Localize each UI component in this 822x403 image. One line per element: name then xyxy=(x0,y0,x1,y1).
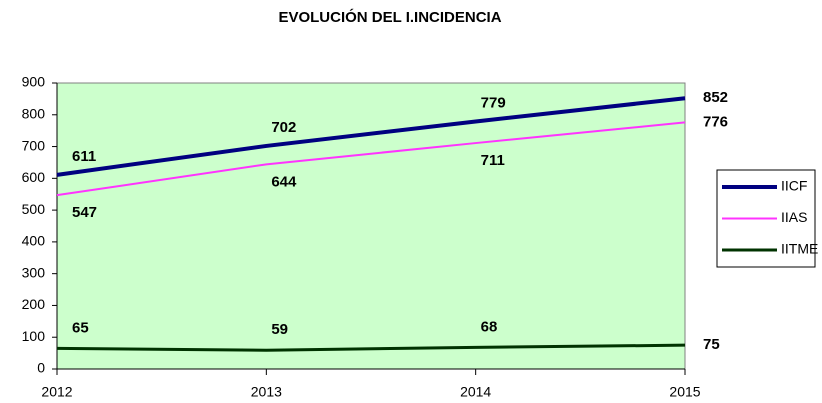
y-tick-label: 300 xyxy=(22,264,46,280)
y-tick-label: 800 xyxy=(22,105,46,121)
y-tick-label: 200 xyxy=(22,296,46,312)
x-tick-label: 2014 xyxy=(460,384,491,400)
plot-area xyxy=(56,82,686,370)
data-label: 65 xyxy=(72,319,89,336)
data-label: 702 xyxy=(271,119,296,136)
y-tick-label: 700 xyxy=(22,137,46,153)
y-tick-label: 100 xyxy=(22,328,46,344)
series-line xyxy=(56,121,686,197)
data-label: 779 xyxy=(481,94,506,111)
legend-label: IIAS xyxy=(781,209,807,225)
data-label: 644 xyxy=(271,173,297,190)
data-label: 852 xyxy=(703,89,728,106)
data-label: 547 xyxy=(72,204,97,221)
y-tick-label: 0 xyxy=(37,360,45,376)
y-tick-label: 500 xyxy=(22,201,46,217)
y-tick-label: 900 xyxy=(22,74,46,90)
series-line xyxy=(56,96,686,177)
series-line xyxy=(56,343,686,352)
data-label: 75 xyxy=(703,336,720,353)
legend-label: IITME xyxy=(781,241,818,257)
data-label: 711 xyxy=(481,152,505,169)
y-tick-label: 600 xyxy=(22,169,46,185)
data-label: 776 xyxy=(703,113,728,130)
data-label: 59 xyxy=(271,321,288,338)
x-tick-label: 2013 xyxy=(251,384,282,400)
data-label: 68 xyxy=(481,318,498,335)
x-tick-label: 2015 xyxy=(669,384,700,400)
y-tick-label: 400 xyxy=(22,233,46,249)
x-tick-label: 2012 xyxy=(41,384,72,400)
chart-title: EVOLUCIÓN DEL I.INCIDENCIA xyxy=(278,8,501,26)
legend-label: IICF xyxy=(781,178,807,194)
data-label: 611 xyxy=(72,148,96,165)
